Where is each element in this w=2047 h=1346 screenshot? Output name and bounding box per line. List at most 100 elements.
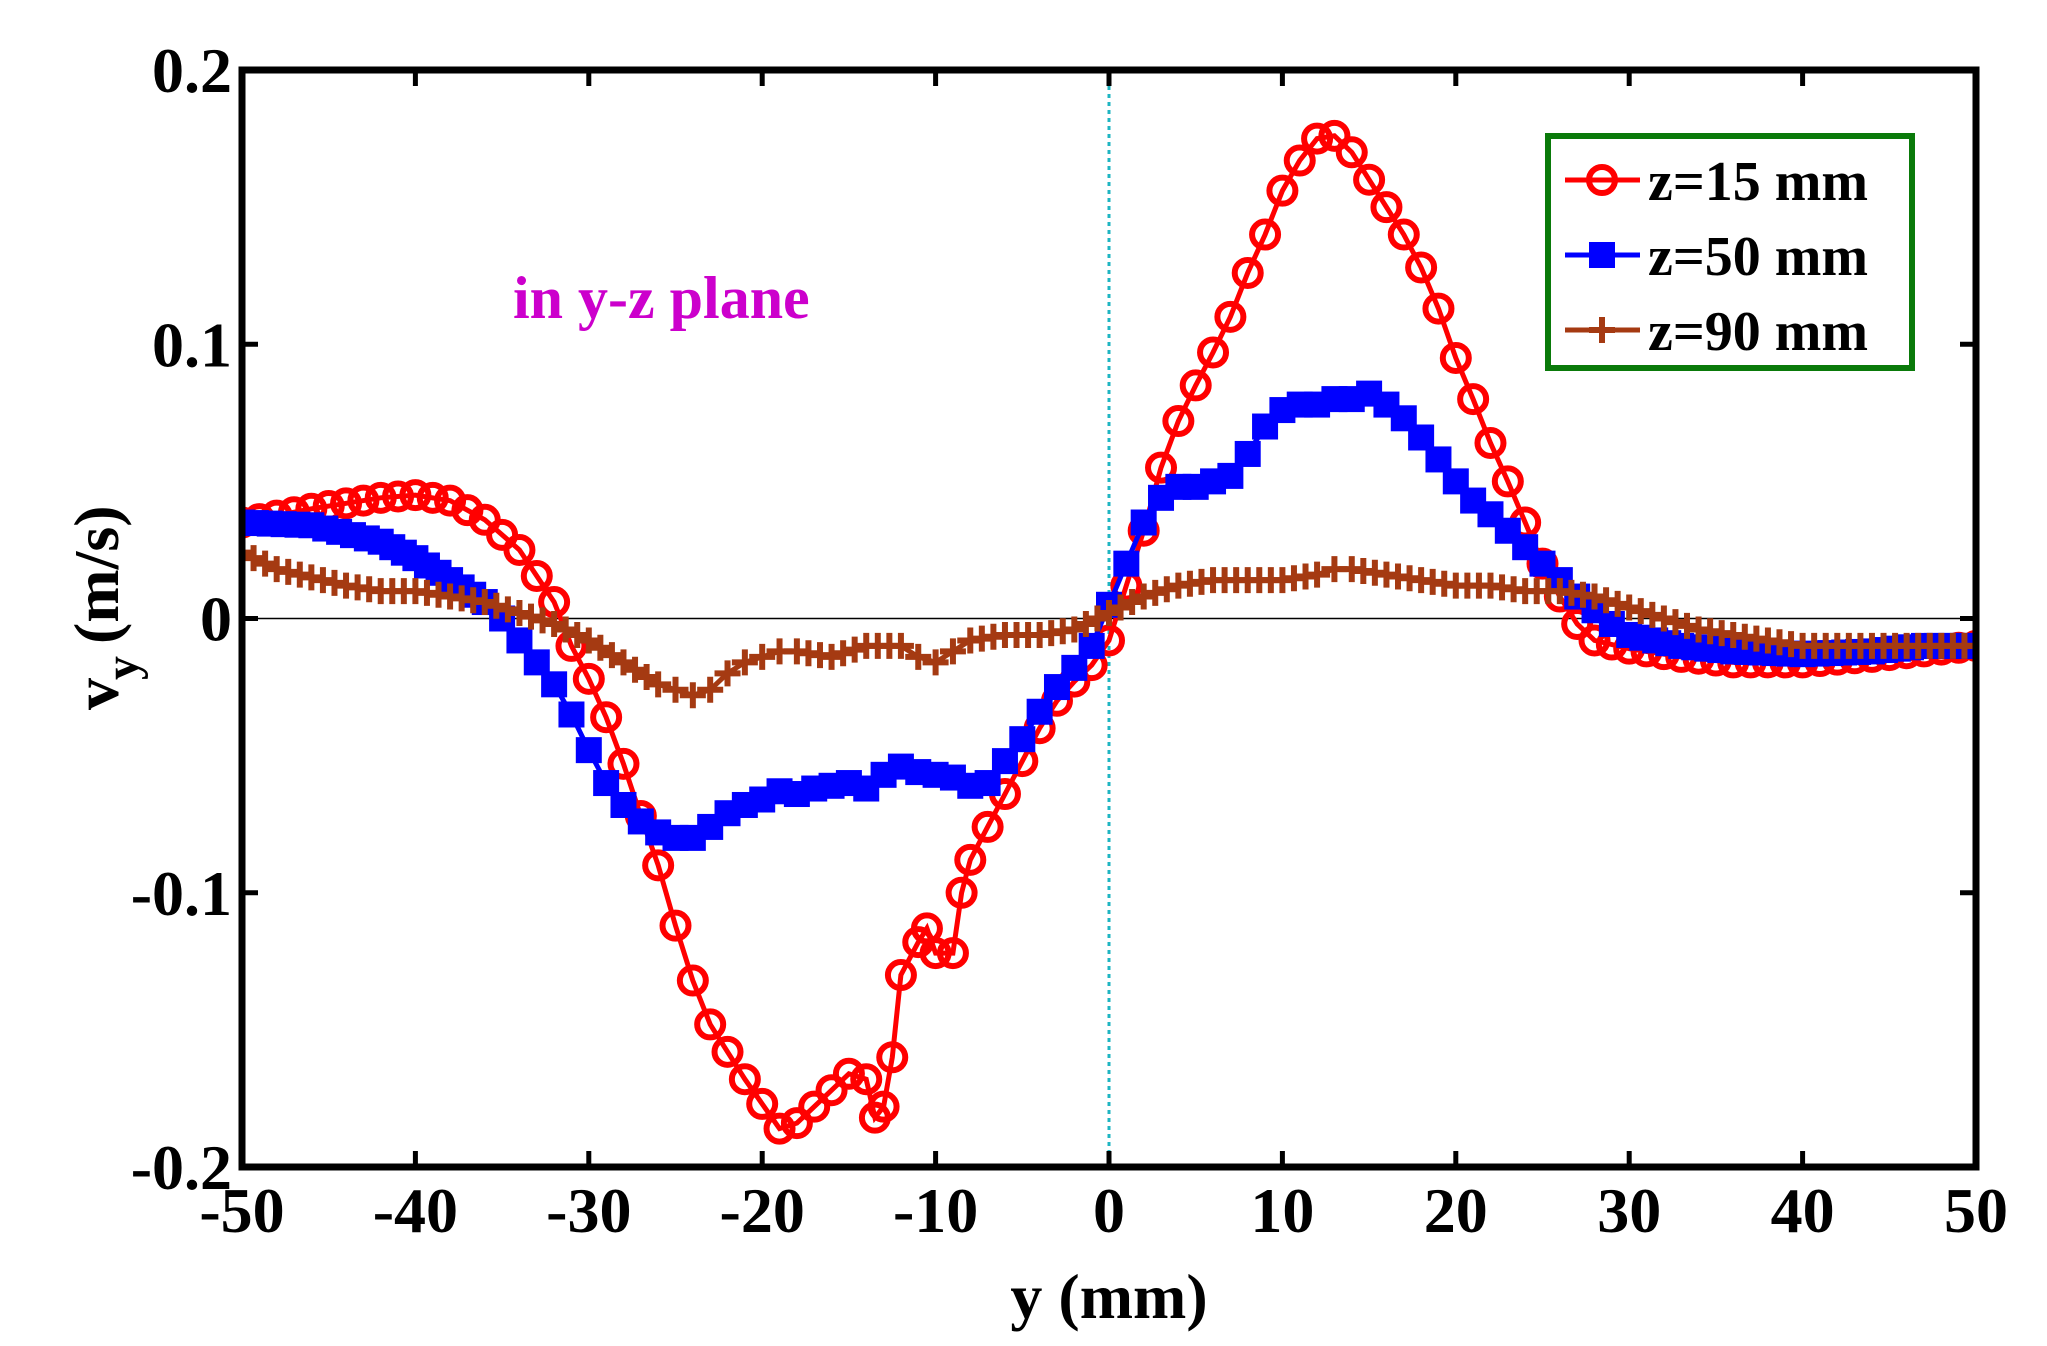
x-tick-label: -40 bbox=[373, 1175, 458, 1246]
data-point-circle bbox=[1387, 218, 1420, 251]
x-tick-label: 10 bbox=[1250, 1175, 1314, 1246]
data-point-plus bbox=[662, 676, 689, 703]
data-point-circle bbox=[520, 559, 553, 592]
legend-entry-1: z=15 mm bbox=[1565, 151, 1868, 213]
y-axis-label-unit: (m/s) bbox=[61, 505, 132, 644]
data-point-circle bbox=[642, 849, 675, 882]
data-point-circle bbox=[1197, 336, 1230, 369]
data-point-square bbox=[1408, 424, 1435, 451]
data-point-circle bbox=[1249, 218, 1282, 251]
plane-annotation: in y-z plane bbox=[513, 265, 810, 331]
data-point-circle bbox=[971, 810, 1004, 843]
data-point-plus bbox=[731, 649, 758, 676]
legend-label: z=15 mm bbox=[1648, 151, 1868, 213]
x-tick-label: -20 bbox=[720, 1175, 805, 1246]
data-point-square bbox=[558, 701, 585, 728]
data-point-circle bbox=[746, 1087, 779, 1120]
legend-label: z=50 mm bbox=[1648, 226, 1868, 288]
data-point-square bbox=[1061, 654, 1088, 681]
data-point-circle bbox=[919, 937, 952, 970]
y-axis-label-main: v bbox=[61, 678, 132, 710]
data-point-square bbox=[1009, 726, 1036, 753]
legend-marker bbox=[1589, 242, 1615, 268]
x-tick-label: 20 bbox=[1424, 1175, 1488, 1246]
data-point-plus bbox=[939, 638, 966, 665]
data-point-circle bbox=[1422, 292, 1455, 325]
data-point-square bbox=[991, 748, 1018, 775]
data-point-circle bbox=[780, 1107, 813, 1140]
series-line bbox=[242, 133, 1976, 1132]
data-point-circle bbox=[798, 1090, 831, 1123]
data-point-circle bbox=[1439, 341, 1472, 374]
data-point-circle bbox=[936, 937, 969, 970]
data-point-circle bbox=[676, 964, 709, 997]
data-point-circle bbox=[1214, 300, 1247, 333]
x-tick-label: 0 bbox=[1093, 1175, 1125, 1246]
data-point-circle bbox=[382, 480, 415, 513]
data-point-square bbox=[1113, 550, 1140, 577]
series-3 bbox=[242, 539, 1976, 709]
data-point-square bbox=[1425, 446, 1452, 473]
data-point-plus bbox=[922, 649, 949, 676]
x-tick-label: 30 bbox=[1597, 1175, 1661, 1246]
data-point-circle bbox=[1353, 163, 1386, 196]
data-point-square bbox=[1130, 509, 1157, 536]
legend-entry-2: z=50 mm bbox=[1565, 226, 1868, 288]
data-point-circle bbox=[1370, 191, 1403, 224]
data-point-circle bbox=[1231, 256, 1264, 289]
data-point-square bbox=[1252, 413, 1279, 440]
data-point-plus bbox=[697, 676, 724, 703]
data-point-circle bbox=[1474, 426, 1507, 459]
data-point-circle bbox=[867, 1090, 900, 1123]
data-point-circle bbox=[884, 959, 917, 992]
y-tick-label: -0.1 bbox=[131, 858, 232, 929]
data-point-circle bbox=[728, 1063, 761, 1096]
data-point-square bbox=[541, 671, 568, 698]
data-point-circle bbox=[347, 484, 380, 517]
data-point-circle bbox=[876, 1041, 909, 1074]
x-tick-label: -10 bbox=[893, 1175, 978, 1246]
data-point-circle bbox=[364, 481, 397, 514]
x-tick-label: 40 bbox=[1771, 1175, 1835, 1246]
data-point-circle bbox=[1283, 144, 1316, 177]
data-point-square bbox=[1217, 462, 1244, 489]
data-point-circle bbox=[1491, 465, 1524, 498]
x-tick-label: -30 bbox=[546, 1175, 631, 1246]
data-point-circle bbox=[1318, 119, 1351, 152]
data-point-circle bbox=[607, 747, 640, 780]
legend-entry-3: z=90 mm bbox=[1565, 301, 1868, 363]
x-tick-label: 50 bbox=[1944, 1175, 2008, 1246]
data-point-circle bbox=[330, 487, 363, 520]
y-axis-label: v y (m/s) bbox=[61, 505, 149, 710]
legend-marker bbox=[1586, 164, 1618, 196]
data-point-plus bbox=[749, 643, 776, 670]
data-point-plus bbox=[645, 671, 672, 698]
data-point-square bbox=[523, 649, 550, 676]
data-point-plus bbox=[905, 643, 932, 670]
data-point-circle bbox=[1301, 122, 1334, 155]
data-point-square bbox=[1026, 698, 1053, 725]
y-tick-label: 0.2 bbox=[152, 35, 232, 106]
data-point-circle bbox=[399, 479, 432, 512]
y-tick-label: 0 bbox=[200, 584, 232, 655]
data-point-circle bbox=[763, 1112, 796, 1145]
x-tick-label: -50 bbox=[199, 1175, 284, 1246]
data-point-circle bbox=[1145, 451, 1178, 484]
data-point-circle bbox=[954, 843, 987, 876]
data-point-circle bbox=[1266, 174, 1299, 207]
data-point-plus bbox=[1963, 632, 1976, 659]
data-point-square bbox=[974, 770, 1001, 797]
legend: z=15 mm z=50 mm z=90 mm bbox=[1545, 133, 1915, 371]
data-point-circle bbox=[1162, 405, 1195, 438]
data-point-circle bbox=[1405, 251, 1438, 284]
data-point-plus bbox=[714, 660, 741, 687]
data-point-circle bbox=[832, 1057, 865, 1090]
data-point-square bbox=[1234, 440, 1261, 467]
data-point-circle bbox=[815, 1074, 848, 1107]
y-tick-label: 0.1 bbox=[152, 309, 232, 380]
data-point-plus bbox=[1304, 561, 1331, 588]
data-point-circle bbox=[1561, 607, 1594, 640]
legend-label: z=90 mm bbox=[1648, 301, 1868, 363]
data-point-circle bbox=[503, 533, 536, 566]
data-point-square bbox=[1078, 632, 1105, 659]
